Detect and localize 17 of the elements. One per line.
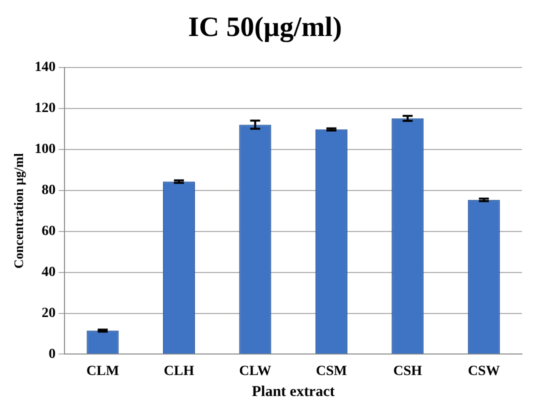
y-tick-label: 60 [42,224,56,239]
x-tick-label: CLH [164,364,194,380]
chart-title: IC 50(µg/ml) [188,12,342,44]
y-tick-label: 80 [42,183,56,198]
y-tick-label: 20 [42,306,56,321]
y-axis-title: Concentration µg/ml [11,152,26,269]
y-tick-label: 140 [34,60,56,76]
x-tick-label: CSH [393,364,422,380]
y-tick-label: 120 [34,101,56,116]
y-tick-label: 100 [34,142,56,158]
x-tick-label: CSM [316,364,347,380]
y-tick-label: 0 [48,346,56,362]
x-tick-label: CSW [468,364,500,380]
x-axis-title: Plant extract [252,384,335,400]
x-tick-label: CLW [239,364,272,380]
y-tick-label: 40 [42,264,56,280]
x-tick-label: CLM [86,364,120,380]
